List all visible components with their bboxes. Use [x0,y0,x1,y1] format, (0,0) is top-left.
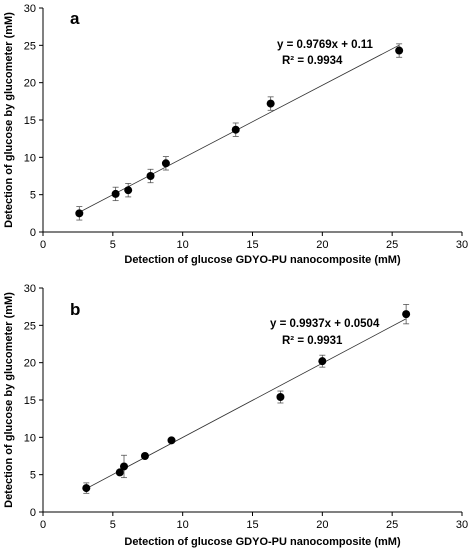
y-tick-label: 5 [30,470,36,482]
data-point [395,46,404,55]
x-tick-label: 25 [386,239,398,251]
data-point [231,125,240,134]
chart-panel-b: 0 5 10 15 20 25 30 0 5 10 15 20 25 30 Detection of glu… [3,283,468,548]
x-tick-label: 0 [40,519,46,531]
y-tick-label: 0 [30,507,36,519]
chart-panel-a: 0 5 10 15 20 25 30 0 5 10 15 20 25 30 Detection of glu… [3,3,468,266]
x-axis-label: Detection of glucose GDYO-PU nanocomposi… [124,536,401,548]
data-point [318,357,327,366]
y-tick-label: 20 [24,358,36,370]
x-tick-label: 20 [316,519,328,531]
data-point [146,172,155,180]
panel-label: a [70,9,80,28]
x-tick-label: 5 [110,519,116,531]
x-tick-label: 5 [110,239,116,251]
regression-equation: y = 0.9937x + 0.0504 [270,318,380,330]
y-tick-label: 15 [24,115,36,127]
y-tick-label: 30 [24,3,36,15]
data-point [402,310,411,319]
x-axis-label: Detection of glucose GDYO-PU nanocomposi… [124,254,401,266]
y-axis-label: Detection of glucose by glucometer (mM) [3,292,15,508]
y-axis-label: Detection of glucose by glucometer (mM) [3,12,15,228]
x-tick-label: 10 [177,519,189,531]
data-point [120,462,129,471]
data-point [140,452,149,460]
y-tick-label: 20 [24,78,36,90]
x-tick-label: 10 [177,239,189,251]
y-tick-label: 25 [24,320,36,332]
x-tick-label: 0 [40,239,46,251]
x-tick-label: 30 [456,519,468,531]
y-tick-label: 5 [30,190,36,202]
x-tick-label: 30 [456,239,468,251]
data-point [75,209,84,218]
regression-equation: y = 0.9769x + 0.11 [277,39,374,51]
r-squared-label: R² = 0.9931 [282,335,343,347]
data-point [276,393,285,402]
data-point [167,436,176,445]
data-point [111,189,120,198]
data-point [161,159,170,168]
data-point [266,99,275,108]
x-tick-label: 20 [316,239,328,251]
y-tick-label: 30 [24,283,36,295]
x-tick-label: 15 [246,519,258,531]
panel-label: b [70,300,80,319]
y-tick-label: 15 [24,395,36,407]
y-tick-label: 0 [30,227,36,239]
y-tick-label: 10 [24,432,36,444]
data-point [82,484,91,493]
y-tick-label: 10 [24,152,36,164]
data-point [124,186,133,195]
data-point [115,468,124,477]
r-squared-label: R² = 0.9934 [282,55,343,67]
x-tick-label: 15 [246,239,258,251]
trendline [86,318,407,489]
x-tick-label: 25 [386,519,398,531]
y-tick-label: 25 [24,40,36,52]
